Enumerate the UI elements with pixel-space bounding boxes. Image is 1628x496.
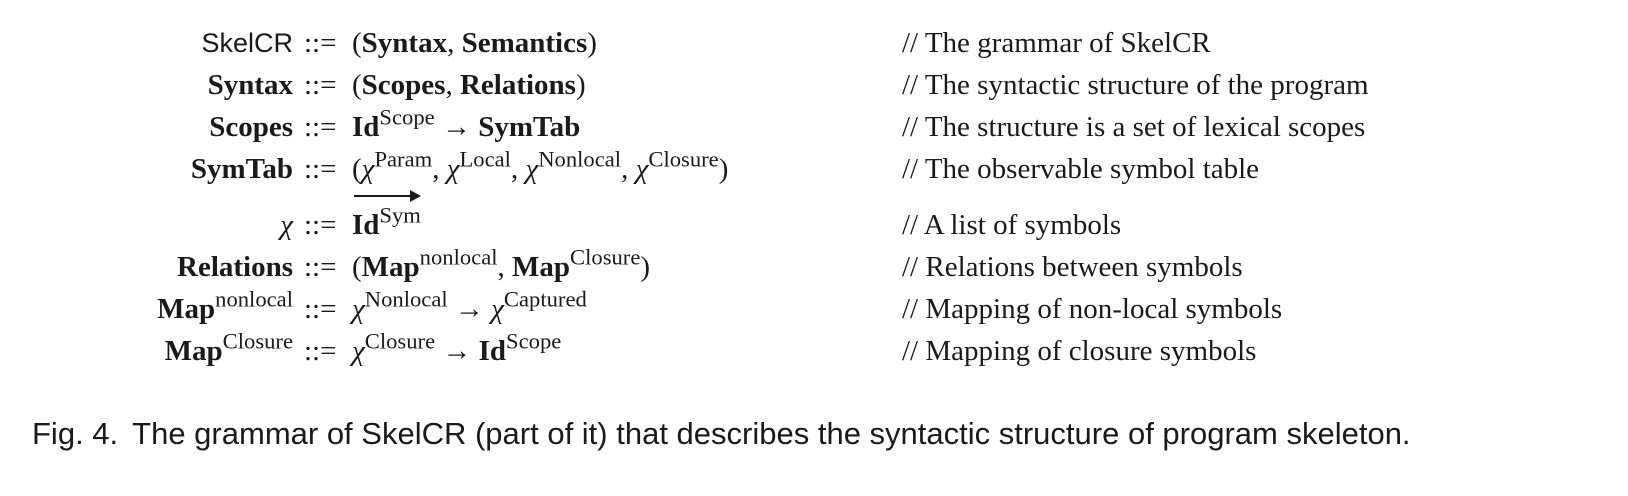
rule-rhs: IdScope → SymTab	[352, 104, 581, 148]
rule-rhs: (Syntax, Semantics)	[352, 22, 597, 64]
rule-lhs: SymTab	[190, 153, 293, 185]
rule-comment: // The syntactic structure of the progra…	[902, 69, 1369, 101]
rule-operator: ::=	[304, 27, 337, 59]
rule-operator: ::=	[304, 111, 337, 143]
superscript: Nonlocal	[364, 286, 448, 312]
chi-symbol: χ	[635, 153, 649, 185]
nonterminal: Syntax	[361, 27, 448, 59]
rule-lhs: Relations	[177, 251, 293, 283]
separator: ,	[432, 153, 440, 185]
nonterminal: Id	[352, 111, 380, 143]
separator: ,	[621, 153, 629, 185]
close-paren: )	[587, 27, 597, 59]
rule-comment: // Relations between symbols	[902, 251, 1243, 283]
grammar-rule-map-nonlocal: Mapnonlocal ::= χNonlocal → χCaptured //…	[0, 286, 1628, 330]
grammar-rule-relations: Relations ::= (Mapnonlocal, MapClosure) …	[0, 244, 1628, 288]
rule-operator: ::=	[304, 153, 337, 185]
superscript: Local	[459, 146, 511, 172]
chi-symbol: χ	[491, 293, 504, 325]
figure-caption: Fig. 4. The grammar of SkelCR (part of it…	[32, 416, 1411, 452]
grammar-rule-map-closure: MapClosure ::= χClosure → IdScope // Map…	[0, 328, 1628, 372]
separator: ,	[445, 69, 453, 101]
grammar-rule-chi: χ ::= IdSym // A list of symbols	[0, 190, 1628, 246]
nonterminal: Map	[361, 251, 420, 283]
caption-text: The grammar of SkelCR (part of it) that …	[132, 416, 1411, 451]
superscript: Param	[374, 146, 433, 172]
close-paren: )	[575, 69, 586, 101]
chi-symbol: χ	[361, 153, 375, 185]
rule-operator: ::=	[304, 335, 337, 367]
superscript: nonlocal	[215, 286, 293, 312]
superscript: nonlocal	[419, 244, 498, 270]
nonterminal: Map	[164, 335, 223, 367]
separator: ,	[447, 27, 455, 59]
rule-lhs: MapClosure	[164, 328, 293, 372]
rule-comment: // The structure is a set of lexical sco…	[902, 111, 1366, 143]
superscript: Captured	[503, 286, 587, 312]
superscript: Closure	[570, 244, 641, 270]
rule-rhs: χNonlocal → χCaptured	[352, 286, 587, 330]
nonterminal: Semantics	[461, 27, 588, 59]
rule-operator: ::=	[304, 209, 337, 241]
chi-symbol: χ	[352, 335, 365, 367]
grammar-rule-skelcr: SkelCR ::= (Syntax, Semantics) // The gr…	[0, 22, 1628, 64]
rule-comment: // Mapping of non-local symbols	[902, 293, 1283, 325]
chi-symbol: χ	[352, 293, 365, 325]
rule-lhs: Syntax	[207, 69, 293, 101]
rule-lhs: Scopes	[209, 111, 293, 143]
superscript: Scope	[506, 328, 562, 354]
superscript: Nonlocal	[538, 146, 622, 172]
open-paren: (	[352, 27, 362, 59]
rule-rhs: (χParam, χLocal, χNonlocal, χClosure)	[352, 146, 729, 190]
rule-operator: ::=	[304, 251, 337, 283]
rule-lhs: Mapnonlocal	[157, 286, 293, 330]
nonterminal: Scopes	[361, 69, 446, 101]
arrow-symbol: →	[441, 111, 471, 143]
rule-rhs: χClosure → IdScope	[352, 328, 562, 372]
open-paren: (	[352, 251, 362, 283]
rule-rhs: IdSym	[352, 190, 421, 246]
superscript: Sym	[379, 202, 421, 228]
grammar-rule-syntax: Syntax ::= (Scopes, Relations) // The sy…	[0, 64, 1628, 106]
chi-symbol: χ	[525, 153, 539, 185]
vector-arrow-icon	[354, 190, 421, 202]
nonterminal: Map	[512, 251, 571, 283]
nonterminal: Map	[157, 293, 216, 325]
rule-comment: // The grammar of SkelCR	[902, 27, 1211, 59]
nonterminal: SymTab	[478, 111, 581, 143]
grammar-figure: SkelCR ::= (Syntax, Semantics) // The gr…	[0, 22, 1628, 372]
open-paren: (	[352, 153, 362, 185]
vector-list: IdSym	[352, 190, 421, 246]
rule-operator: ::=	[304, 293, 337, 325]
close-paren: )	[640, 251, 651, 283]
grammar-rule-scopes: Scopes ::= IdScope → SymTab // The struc…	[0, 104, 1628, 148]
separator: ,	[497, 251, 505, 283]
rule-comment: // The observable symbol table	[902, 153, 1260, 185]
superscript: Closure	[648, 146, 719, 172]
grammar-rule-symtab: SymTab ::= (χParam, χLocal, χNonlocal, χ…	[0, 146, 1628, 190]
rule-comment: // A list of symbols	[902, 209, 1122, 241]
nonterminal: Id	[352, 209, 380, 241]
close-paren: )	[718, 153, 729, 185]
arrow-symbol: →	[442, 335, 472, 367]
caption-label: Fig. 4.	[32, 416, 119, 451]
open-paren: (	[352, 69, 362, 101]
rule-operator: ::=	[304, 69, 337, 101]
rule-lhs: χ	[280, 209, 293, 241]
nonterminal: Relations	[459, 69, 576, 101]
rule-comment: // Mapping of closure symbols	[902, 335, 1257, 367]
superscript: Closure	[222, 328, 293, 354]
arrow-symbol: →	[454, 293, 484, 325]
chi-symbol: χ	[446, 153, 460, 185]
nonterminal: Id	[478, 335, 507, 367]
rule-rhs: (Scopes, Relations)	[352, 64, 586, 106]
separator: ,	[510, 153, 519, 185]
rule-lhs: SkelCR	[201, 28, 293, 58]
rule-rhs: (Mapnonlocal, MapClosure)	[352, 244, 651, 288]
superscript: Scope	[379, 104, 435, 130]
superscript: Closure	[364, 328, 436, 354]
